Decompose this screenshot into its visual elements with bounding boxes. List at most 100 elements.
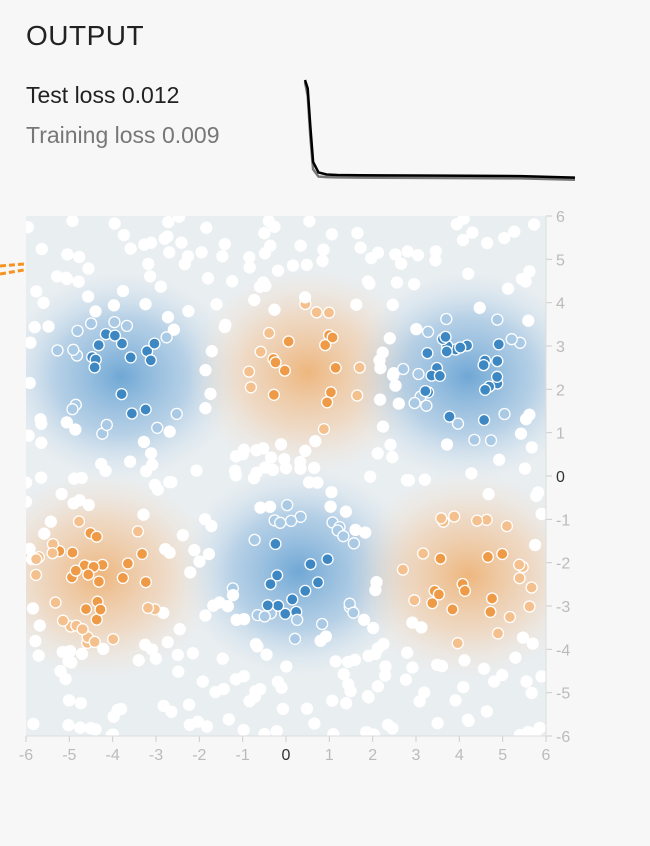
data-point — [470, 514, 484, 527]
data-point — [271, 675, 285, 689]
data-point — [299, 444, 312, 457]
data-point — [229, 469, 243, 482]
data-point — [268, 303, 281, 316]
data-point — [161, 311, 175, 324]
data-point — [420, 399, 433, 412]
x-tick-label: -5 — [62, 747, 76, 764]
data-point — [97, 642, 110, 656]
data-point — [163, 246, 176, 259]
data-point — [389, 379, 402, 392]
data-point — [154, 280, 167, 293]
data-point — [51, 344, 64, 357]
data-point — [237, 670, 251, 683]
data-point — [62, 694, 76, 707]
data-point — [271, 264, 285, 277]
data-point — [184, 566, 197, 579]
data-point — [173, 623, 186, 636]
data-point — [480, 705, 493, 718]
data-point — [258, 247, 272, 260]
data-point — [26, 542, 36, 556]
data-point — [95, 457, 108, 471]
data-point — [271, 599, 285, 612]
data-point — [62, 655, 75, 668]
data-point — [142, 257, 155, 271]
data-point — [276, 702, 290, 716]
data-point — [448, 510, 461, 523]
data-point — [454, 341, 467, 354]
data-point — [244, 381, 258, 394]
data-point — [416, 547, 430, 560]
data-point — [491, 627, 505, 640]
data-point — [362, 649, 375, 663]
data-point — [282, 335, 295, 348]
data-point — [72, 515, 86, 528]
y-tick-label: 4 — [556, 296, 565, 313]
data-point — [56, 614, 70, 627]
data-point — [406, 661, 419, 674]
data-point — [100, 418, 113, 432]
data-point — [249, 637, 263, 651]
data-point — [165, 705, 178, 718]
data-point — [329, 655, 342, 668]
data-point — [199, 402, 212, 415]
data-point — [350, 298, 363, 311]
data-point — [68, 472, 81, 485]
data-point — [347, 606, 360, 619]
data-point — [300, 258, 313, 271]
data-point — [347, 537, 361, 550]
data-point — [210, 298, 223, 311]
data-point — [67, 497, 80, 510]
data-point — [433, 369, 447, 383]
data-point — [108, 217, 121, 230]
data-point — [373, 393, 387, 406]
data-point — [162, 216, 175, 229]
data-point — [222, 713, 235, 726]
data-point — [451, 417, 465, 430]
data-point — [75, 647, 89, 660]
x-axis: -6 -5 -4 -3 -2 -1 0 1 2 3 4 5 6 — [19, 735, 551, 764]
data-point — [284, 514, 298, 528]
data-point — [163, 475, 176, 489]
data-point — [199, 363, 212, 377]
data-point — [315, 617, 329, 631]
data-point — [84, 317, 98, 330]
data-point — [491, 354, 504, 368]
data-point — [266, 463, 280, 477]
data-point — [341, 655, 355, 669]
data-point — [161, 636, 174, 649]
data-point — [163, 546, 176, 559]
test-loss-value: 0.012 — [121, 82, 180, 108]
data-point — [216, 652, 229, 665]
data-point — [351, 389, 364, 402]
data-point — [138, 238, 151, 251]
data-point — [401, 245, 414, 258]
data-point — [491, 313, 504, 326]
y-tick-label: -4 — [556, 642, 570, 659]
data-point — [28, 321, 41, 334]
data-point — [461, 713, 474, 726]
data-point — [204, 387, 217, 400]
data-point — [337, 667, 350, 681]
data-point — [141, 601, 155, 615]
data-point — [390, 276, 404, 289]
data-point — [82, 262, 95, 275]
y-tick-label: 0 — [556, 469, 565, 486]
training-loss-label: Training loss — [26, 122, 156, 148]
data-point — [237, 612, 251, 626]
data-point — [258, 727, 271, 736]
data-point — [523, 408, 536, 421]
output-heatmap[interactable]: -6 -5 -4 -3 -2 -1 0 1 2 3 4 5 6 6 5 4 3 2 1 0 -1 -2 -3 -4 -5 -6 — [0, 200, 600, 790]
data-point — [434, 552, 447, 565]
data-point — [394, 257, 408, 270]
data-point — [270, 569, 284, 582]
data-point — [294, 239, 307, 252]
data-point — [34, 471, 48, 484]
data-point — [226, 588, 240, 602]
data-point — [373, 354, 386, 367]
data-point — [535, 507, 546, 521]
data-point — [66, 546, 79, 559]
data-point — [361, 275, 375, 288]
data-point — [516, 631, 530, 644]
data-point — [229, 450, 243, 463]
data-point — [84, 721, 97, 735]
